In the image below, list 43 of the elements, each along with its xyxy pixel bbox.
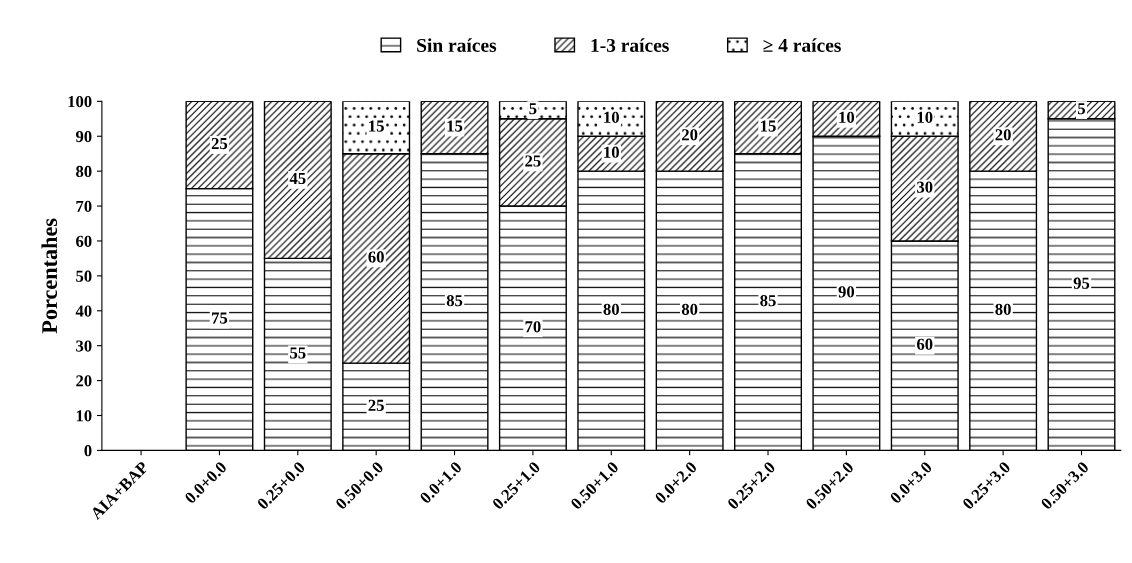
- data-label: 60: [368, 251, 384, 263]
- data-label: 5: [1078, 103, 1086, 115]
- data-label: 70: [525, 321, 541, 333]
- data-label: 15: [369, 120, 384, 132]
- data-label: 95: [1073, 277, 1090, 289]
- y-tick-label: 10: [76, 410, 92, 422]
- y-tick-label: 20: [76, 375, 92, 387]
- data-label: 20: [682, 129, 698, 141]
- data-label: 30: [917, 181, 933, 193]
- y-tick-label: 80: [76, 165, 92, 178]
- y-tick-label: 100: [68, 96, 92, 108]
- data-label: 5: [529, 103, 537, 115]
- y-axis-title: Porcentahes: [41, 218, 58, 334]
- data-label: 85: [446, 294, 463, 307]
- y-tick-label: 40: [75, 305, 92, 317]
- data-label: 20: [995, 129, 1011, 141]
- y-tick-label: 30: [76, 340, 92, 352]
- data-label: 85: [760, 294, 776, 307]
- legend-label: Sin raíces: [417, 38, 497, 52]
- data-label: 60: [916, 338, 933, 350]
- data-label: 90: [838, 286, 855, 298]
- y-tick-label: 90: [75, 130, 92, 143]
- legend-label: 1-3 raíces: [591, 38, 669, 52]
- data-label: 15: [761, 120, 776, 132]
- data-label: 80: [603, 303, 619, 315]
- y-tick-label: 60: [76, 235, 92, 247]
- data-label: 80: [995, 303, 1011, 315]
- legend-label: ≥ 4 raíces: [763, 38, 841, 52]
- data-label: 45: [289, 172, 306, 185]
- data-label: 10: [839, 111, 855, 123]
- data-label: 55: [290, 347, 306, 359]
- data-label: 75: [212, 312, 228, 324]
- y-tick-label: 0: [84, 445, 92, 457]
- data-label: 10: [917, 111, 933, 123]
- data-label: 25: [368, 399, 384, 411]
- y-tick-label: 70: [76, 200, 92, 212]
- data-label: 10: [604, 146, 619, 158]
- data-label: 25: [525, 155, 541, 167]
- data-label: 10: [604, 111, 619, 123]
- data-label: 15: [447, 120, 463, 132]
- y-tick-label: 50: [76, 270, 92, 282]
- data-label: 80: [681, 303, 698, 315]
- data-label: 25: [211, 137, 228, 150]
